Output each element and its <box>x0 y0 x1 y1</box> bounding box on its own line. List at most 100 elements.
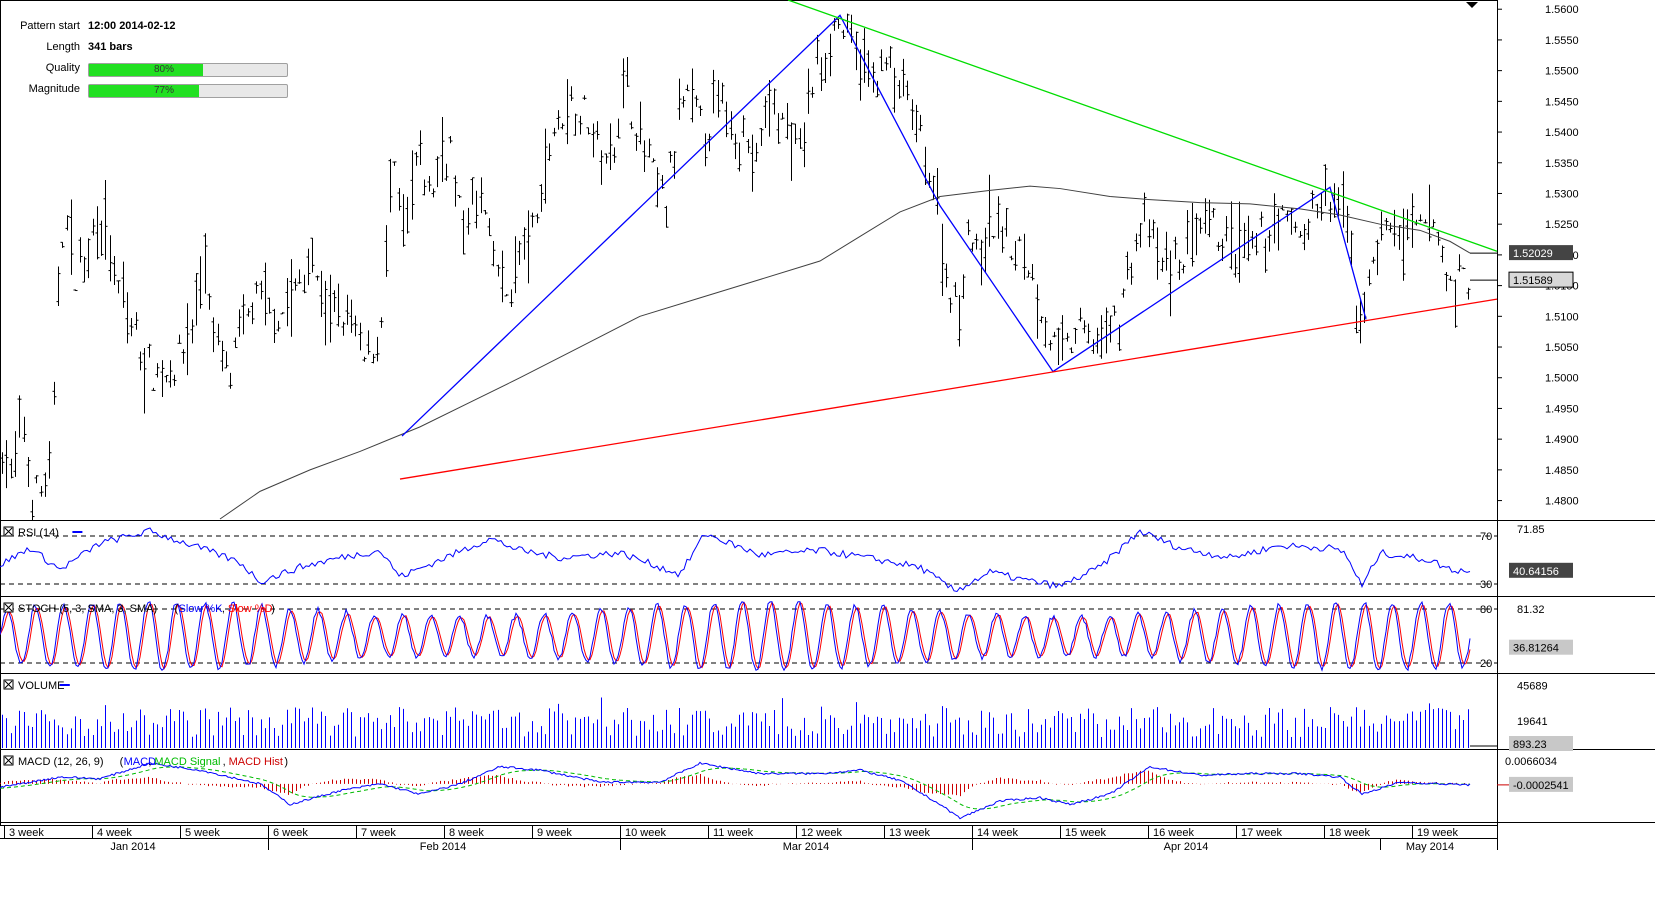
price-tick-label: 1.5000 <box>1545 373 1579 385</box>
week-label: 4 week <box>97 827 132 839</box>
length-value: 341 bars <box>88 41 133 53</box>
stoch-panel: 80 20 STOCH (5, 3, SMA, 3, SMA) (Slow %K, Sl… <box>0 600 1497 672</box>
plot-frame <box>0 0 1498 826</box>
week-label: 15 week <box>1065 827 1106 839</box>
price-tick-label: 1.4800 <box>1545 496 1579 508</box>
axes: 1.5600 1.5550 1.5500 1.5450 1.5400 1.5350 1.53… <box>0 4 1579 853</box>
macd-close-icon-x <box>4 756 13 765</box>
resistance-line <box>787 0 1498 252</box>
month-label: Feb 2014 <box>420 841 466 853</box>
price-tick-label: 1.5350 <box>1545 158 1579 170</box>
macd-legend-paren-close: ) <box>284 756 288 768</box>
week-label: 19 week <box>1417 827 1458 839</box>
volume-tick-label: 19641 <box>1517 716 1548 728</box>
week-label: 5 week <box>185 827 220 839</box>
volume-panel: VOLUME <box>2 679 1497 748</box>
price-tick-label: 1.5600 <box>1545 4 1579 16</box>
price-tick-label: 1.4900 <box>1545 434 1579 446</box>
macd-legend-2: MACD Hist <box>229 756 283 768</box>
pattern-start-label: Pattern start <box>20 20 80 32</box>
macd-signal-line <box>0 766 1470 810</box>
stoch-legend-paren-close: ) <box>271 603 275 615</box>
week-label: 13 week <box>889 827 930 839</box>
rsi-value-label: 40.64156 <box>1513 566 1559 578</box>
zigzag-line <box>401 14 1367 437</box>
month-label: May 2014 <box>1406 841 1454 853</box>
stoch-level-label: 20 <box>1480 658 1492 670</box>
price-tick-label: 1.5400 <box>1545 127 1579 139</box>
price-tick-label: 1.5050 <box>1545 342 1579 354</box>
macd-legend-paren: ( <box>120 756 124 768</box>
quality-percent: 80% <box>153 64 174 75</box>
rsi-label: RSI (14) <box>18 527 59 539</box>
price-tick-label: 1.5300 <box>1545 188 1579 200</box>
stoch-value-box <box>1509 639 1573 655</box>
scroll-marker-icon <box>1466 2 1478 8</box>
price-tick-label: 1.5100 <box>1545 311 1579 323</box>
macd-legend-1: MACD Signal <box>154 756 220 768</box>
length-label: Length <box>46 41 80 53</box>
pattern-start-value: 12:00 2014-02-12 <box>88 20 176 32</box>
month-label: Mar 2014 <box>783 841 829 853</box>
week-label: 7 week <box>361 827 396 839</box>
price-value-box <box>1508 271 1574 288</box>
rsi-panel: 70 30 RSI (14) <box>0 526 1497 593</box>
week-label: 12 week <box>801 827 842 839</box>
volume-value-box <box>1509 736 1573 751</box>
stoch-level-label: 80 <box>1480 604 1492 616</box>
stoch-label: STOCH (5, 3, SMA, 3, SMA) <box>18 603 157 615</box>
magnitude-bar: 77% <box>88 84 288 98</box>
macd-value-label: -0.0002541 <box>1513 780 1569 792</box>
week-label: 16 week <box>1153 827 1194 839</box>
ma-value-box <box>1509 245 1573 261</box>
macd-line <box>0 761 1471 820</box>
volume-close-icon-x <box>4 680 13 689</box>
price-tick-label: 1.4850 <box>1545 465 1579 477</box>
volume-label: VOLUME <box>18 680 64 692</box>
week-label: 8 week <box>449 827 484 839</box>
stoch-d-line <box>0 601 1471 670</box>
week-label: 9 week <box>537 827 572 839</box>
volume-tick-label: 45689 <box>1517 681 1548 693</box>
quality-label: Quality <box>45 62 80 74</box>
moving-average-line <box>219 185 1471 520</box>
stoch-k-line <box>0 600 1471 672</box>
rsi-close-icon-x <box>4 527 13 536</box>
macd-legend-sep: , <box>148 756 151 768</box>
stoch-legend-0: Slow %K <box>179 603 224 615</box>
stoch-close-icon-x <box>4 603 13 612</box>
stoch-tick-label: 81.32 <box>1517 604 1545 616</box>
price-tick-label: 1.5250 <box>1545 219 1579 231</box>
price-tick-label: 1.5450 <box>1545 96 1579 108</box>
ma-value-label: 1.52029 <box>1513 248 1553 260</box>
week-label: 17 week <box>1241 827 1282 839</box>
week-label: 3 week <box>9 827 44 839</box>
macd-legend-0: MACD <box>124 756 156 768</box>
macd-tick-label: 0.0066034 <box>1505 756 1557 768</box>
rsi-level-label: 30 <box>1480 579 1492 591</box>
support-line <box>399 298 1498 480</box>
rsi-tick-label: 71.85 <box>1517 524 1545 536</box>
rsi-value-box <box>1509 562 1573 578</box>
panel-frames <box>0 0 1655 850</box>
volume-value-label: 893.23 <box>1513 739 1547 751</box>
macd-panel: MACD (12, 26, 9)(MACD, MACD Signal, MACD H… <box>0 755 1471 820</box>
week-label: 14 week <box>977 827 1018 839</box>
rsi-level-label: 70 <box>1480 531 1492 543</box>
magnitude-label: Magnitude <box>28 83 80 95</box>
week-label: 18 week <box>1329 827 1370 839</box>
week-label: 10 week <box>625 827 666 839</box>
month-label: Jan 2014 <box>110 841 155 853</box>
week-label: 11 week <box>713 827 754 839</box>
stoch-legend-sep: , <box>222 603 225 615</box>
magnitude-bar-fill <box>89 85 199 97</box>
quality-bar-fill <box>89 64 204 76</box>
month-label: Apr 2014 <box>1164 841 1209 853</box>
macd-legend-sep: , <box>223 756 226 768</box>
quality-bar: 80% <box>88 63 288 77</box>
macd-value-box <box>1509 776 1573 792</box>
rsi-line <box>0 527 1471 593</box>
price-panel <box>0 0 1498 521</box>
macd-label: MACD (12, 26, 9) <box>18 756 104 768</box>
